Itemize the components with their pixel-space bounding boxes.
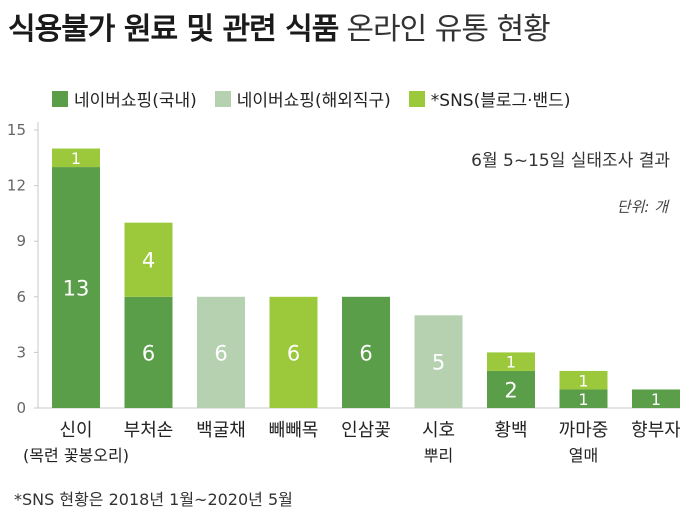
legend-item-sns: *SNS(블로그·밴드) <box>408 86 571 111</box>
category-label: 부처손 <box>124 420 174 441</box>
y-tick-label: 0 <box>16 399 26 417</box>
legend-label-overseas: 네이버쇼핑(해외직구) <box>236 91 391 111</box>
y-tick-label: 15 <box>7 121 26 139</box>
legend-label-domestic: 네이버쇼핑(국내) <box>74 91 197 111</box>
category-label: 신이 <box>59 420 92 441</box>
bar-segment <box>124 222 173 297</box>
bar-segment <box>559 370 608 390</box>
category-label: 시호 <box>422 420 455 441</box>
footnote: *SNS 현황은 2018년 1월~2020년 5월 <box>14 490 293 509</box>
bar-segment <box>52 148 100 168</box>
legend-item-overseas: 네이버쇼핑(해외직구) <box>214 86 391 111</box>
bar-value-label: 4 <box>142 249 155 273</box>
category-label: (목련 꽃봉오리) <box>23 446 129 465</box>
y-tick-label: 6 <box>16 288 26 306</box>
category-label: 뿌리 <box>424 446 453 465</box>
category-label: 열매 <box>569 446 598 465</box>
bar-value-label: 1 <box>578 390 588 409</box>
legend: 네이버쇼핑(국내) 네이버쇼핑(해외직구) *SNS(블로그·밴드) <box>52 86 570 111</box>
legend-item-domestic: 네이버쇼핑(국내) <box>52 86 197 111</box>
title-bold: 식용불가 원료 및 관련 식품 <box>8 12 339 47</box>
bar-segment <box>559 389 608 408</box>
y-tick-label: 9 <box>16 232 26 250</box>
legend-swatch-overseas <box>214 90 231 107</box>
category-label: 까마중 <box>559 420 609 441</box>
bar-value-label: 6 <box>214 341 227 365</box>
bar-value-label: 2 <box>504 378 517 402</box>
unit-label: 단위: 개 <box>616 198 668 216</box>
bar-value-label: 6 <box>287 341 300 365</box>
bar-value-label: 1 <box>71 149 81 168</box>
bar-segment <box>124 296 173 408</box>
legend-label-sns: *SNS(블로그·밴드) <box>430 91 571 111</box>
bar-value-label: 6 <box>142 341 155 365</box>
bar-segment <box>342 296 390 408</box>
bar-value-label: 5 <box>432 351 445 375</box>
bar-value-label: 1 <box>506 353 516 372</box>
category-label: 향부자 <box>631 420 680 441</box>
category-label: 황백 <box>494 420 527 441</box>
bar-segment <box>487 352 535 371</box>
bar-segment <box>269 296 318 408</box>
legend-swatch-domestic <box>52 90 68 107</box>
survey-note: 6월 5~15일 실태조사 결과 <box>471 151 670 171</box>
bar-value-label: 6 <box>359 341 372 365</box>
bar-segment <box>414 315 463 408</box>
category-label: 백굴채 <box>196 420 246 441</box>
bar-value-label: 1 <box>578 371 588 390</box>
y-tick-label: 3 <box>16 343 26 361</box>
y-tick-label: 12 <box>7 177 26 195</box>
bar-value-label: 13 <box>63 277 90 301</box>
bar-segment <box>632 389 680 408</box>
legend-swatch-sns <box>408 90 425 107</box>
category-label: 인삼꽃 <box>341 420 391 441</box>
chart-title: 식용불가 원료 및 관련 식품 온라인 유통 현황 <box>8 4 551 48</box>
category-label: 빼빼목 <box>269 420 319 441</box>
bar-segment <box>487 370 535 408</box>
title-light: 온라인 유통 현황 <box>346 12 550 47</box>
bar-value-label: 1 <box>651 390 661 409</box>
bar-segment <box>197 296 245 408</box>
bar-segment <box>52 167 100 408</box>
